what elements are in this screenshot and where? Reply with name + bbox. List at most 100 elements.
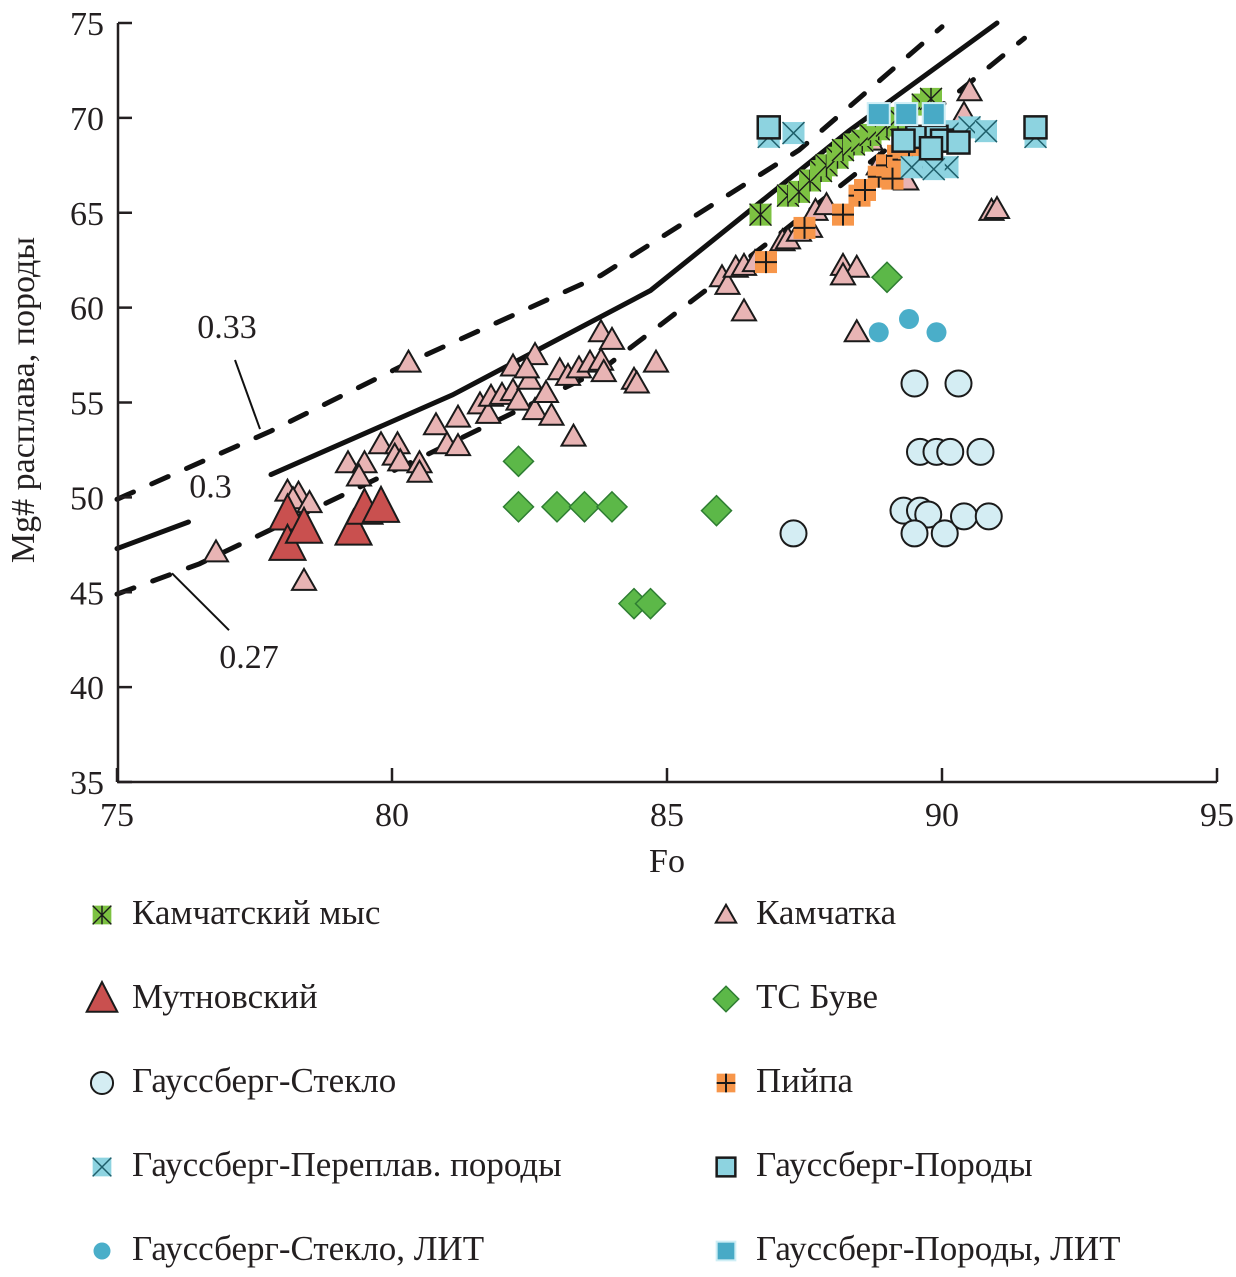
- data-point: [918, 135, 944, 161]
- data-points: [202, 77, 1048, 620]
- series-8: [868, 309, 947, 343]
- curve-label: 0.27: [219, 639, 279, 676]
- data-point: [568, 490, 601, 523]
- legend-marker-icon: [716, 1073, 736, 1093]
- y-axis-title: Mg# расплава, породы: [5, 237, 42, 563]
- legend: Камчатский мыс Камчатка Мутновский ТС Буве Г…: [0, 880, 1236, 1277]
- legend-marker-icon: [85, 979, 119, 1013]
- data-point: [333, 507, 374, 546]
- data-point: [502, 490, 535, 523]
- data-point: [936, 437, 965, 466]
- legend-label: Гауссберг-Стекло, ЛИТ: [132, 1229, 485, 1268]
- legend-marker-icon: [89, 1070, 115, 1096]
- data-point: [504, 386, 533, 411]
- y-tick-label: 50: [70, 480, 104, 517]
- data-point: [781, 121, 806, 145]
- data-point: [590, 358, 618, 383]
- legend-item: Мутновский: [84, 972, 318, 1022]
- legend-marker-icon: [92, 1157, 112, 1177]
- data-point: [345, 462, 373, 487]
- data-point: [930, 519, 959, 548]
- data-point: [444, 403, 472, 428]
- series-7: [756, 115, 1048, 161]
- legend-item: Гауссберг-Переплав. породы: [84, 1140, 562, 1190]
- data-point: [290, 566, 318, 591]
- data-point: [405, 458, 434, 483]
- series-9: [866, 102, 946, 127]
- data-point: [474, 399, 502, 424]
- data-point: [946, 130, 971, 155]
- x-tick-label: 95: [1200, 797, 1234, 834]
- legend-marker-icon: [715, 1240, 737, 1262]
- series-3: [502, 261, 904, 620]
- y-tick-label: 55: [70, 386, 104, 423]
- series-4: [779, 369, 1003, 548]
- data-point: [749, 203, 772, 227]
- legend-marker-icon: [92, 905, 112, 925]
- legend-marker-icon: [714, 902, 738, 924]
- curve-label: 0.3: [189, 468, 232, 505]
- annotation-leader: [234, 359, 261, 430]
- data-point: [829, 261, 857, 286]
- y-tick-label: 35: [70, 765, 104, 802]
- data-point: [891, 128, 916, 153]
- y-tick-label: 70: [70, 101, 104, 138]
- legend-item: Камчатский мыс: [84, 888, 380, 938]
- data-point: [868, 322, 889, 343]
- data-point: [1023, 115, 1048, 140]
- data-point: [870, 261, 904, 294]
- data-point: [756, 115, 781, 140]
- data-point: [843, 318, 871, 343]
- data-point: [921, 102, 946, 127]
- axes: 35 40 45 50 55 60 65 70 75 75 80 85 90 95 Fo Mg# рас…: [5, 6, 1234, 880]
- legend-marker-icon: [712, 985, 740, 1013]
- data-point: [598, 325, 626, 350]
- legend-label: Гауссберг-Переплав. породы: [132, 1145, 562, 1184]
- data-point: [866, 102, 891, 127]
- legend-label: Пийпа: [756, 1061, 854, 1100]
- legend-item: Гауссберг-Стекло, ЛИТ: [84, 1224, 484, 1274]
- x-tick-label: 75: [100, 797, 134, 834]
- data-point: [642, 348, 670, 373]
- data-point: [955, 77, 984, 102]
- data-point: [779, 519, 808, 548]
- legend-item: Пийпа: [708, 1056, 853, 1106]
- data-point: [502, 445, 535, 478]
- data-point: [334, 449, 362, 474]
- data-point: [899, 309, 919, 330]
- data-point: [900, 155, 924, 179]
- y-tick-label: 40: [70, 670, 104, 707]
- data-point: [966, 437, 995, 466]
- legend-label: Гауссберг-Породы: [756, 1145, 1033, 1184]
- data-point: [422, 411, 450, 436]
- curve-annotations: 0.33 0.3 0.27: [171, 309, 279, 676]
- x-tick-label: 80: [375, 797, 409, 834]
- data-point: [843, 253, 871, 278]
- data-point: [595, 490, 629, 523]
- data-point: [202, 538, 230, 563]
- legend-marker-icon: [715, 1156, 737, 1178]
- data-point: [559, 422, 588, 447]
- data-point: [793, 216, 816, 239]
- data-point: [700, 494, 733, 527]
- scatter-chart: 0.33 0.3 0.27 35 40 45 50 55 60 65 70 75 75 80 85 90 9…: [5, 6, 1234, 880]
- series-2: [267, 484, 401, 561]
- data-point: [926, 322, 947, 343]
- curve-0-33: [114, 24, 945, 502]
- y-tick-label: 60: [70, 291, 104, 328]
- legend-label: Мутновский: [132, 977, 318, 1016]
- data-point: [623, 369, 651, 394]
- data-point: [832, 203, 854, 226]
- data-point: [881, 167, 904, 190]
- legend-label: Камчатский мыс: [132, 893, 381, 932]
- data-point: [950, 502, 978, 531]
- data-point: [537, 401, 566, 426]
- legend-label: Гауссберг-Породы, ЛИТ: [756, 1229, 1121, 1268]
- data-point: [521, 396, 549, 421]
- y-tick-label: 45: [70, 575, 104, 612]
- data-point: [444, 432, 472, 457]
- data-point: [540, 490, 574, 523]
- data-point: [730, 297, 758, 322]
- data-point: [974, 119, 998, 143]
- legend-marker-icon: [93, 1242, 111, 1260]
